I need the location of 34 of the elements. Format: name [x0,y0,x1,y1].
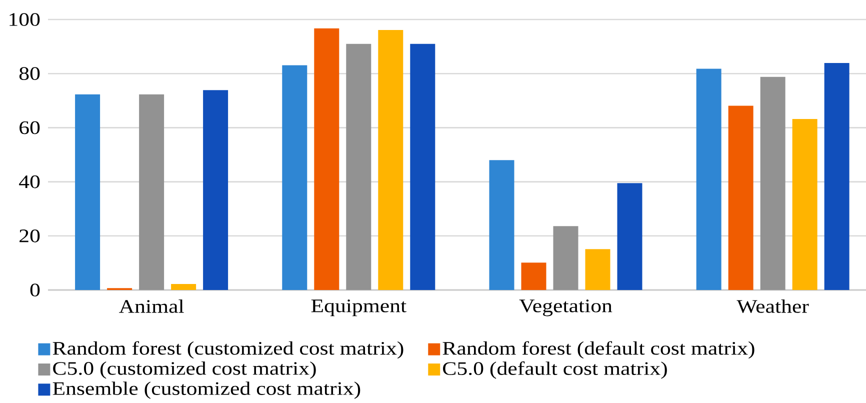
bar [171,284,196,290]
bar [378,30,404,290]
bar [824,63,850,290]
legend-label: C5.0 (default cost matrix) [443,361,667,379]
x-tick-label: Weather [736,300,809,313]
legend-label: Ensemble (customized cost matrix) [52,382,360,399]
bar [585,249,610,290]
bar [203,90,228,290]
bar [728,106,754,290]
y-tick-label: 20 [20,229,40,242]
x-tick-label: Equipment [311,300,406,316]
bar [346,44,372,290]
bar [314,28,340,290]
bar [553,226,578,290]
bar [521,262,546,290]
y-tick-label: 100 [10,13,40,26]
bar [792,119,818,290]
bar [282,65,308,290]
x-tick-label: Animal [118,300,184,313]
legend-label: C5.0 (customized cost matrix) [53,362,316,379]
bar [489,160,514,290]
legend-label: Random forest (default cost matrix) [442,341,754,359]
bar [617,183,642,290]
bar [760,76,786,290]
x-tick-label: Vegetation [519,300,612,316]
y-tick-label: 40 [19,175,40,188]
legend-label: Random forest (customized cost matrix) [52,341,404,359]
bar [410,44,436,290]
y-tick-label: 80 [19,67,40,80]
bar [75,94,100,290]
bar [139,94,164,290]
bar [696,68,722,290]
y-tick-label: 0 [30,284,40,296]
y-tick-label: 60 [20,121,40,134]
